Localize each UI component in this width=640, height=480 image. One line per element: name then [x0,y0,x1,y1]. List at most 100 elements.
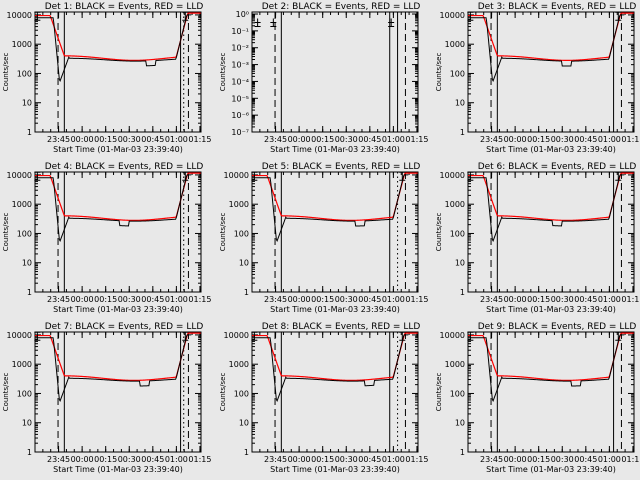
y-tick-label: 1000 [229,200,249,209]
y-tick-label: 1000 [12,200,32,209]
y-tick-label: 10 [239,419,249,428]
y-tick-label: 10 [239,259,249,268]
x-tick-label: 00:30 [551,135,574,144]
y-tick-label: 10⁻² [231,44,249,53]
bracket-glyph [182,11,189,21]
x-tick-label: 00:00 [288,295,311,304]
series-events-black [469,174,625,243]
x-tick-label: 01:15 [188,455,211,464]
chart-title: Det 8: BLACK = Events, RED = LLD [262,322,421,332]
y-axis-label: Counts/sec [219,373,227,412]
x-tick-label: 01:15 [405,135,428,144]
series-lld-red [468,332,634,381]
series-events-black [469,14,625,83]
plot-frame [251,11,419,133]
chart-det-4: Det 4: BLACK = Events, RED = LLD Counts/s… [2,162,211,314]
bracket-glyph [615,331,622,341]
bracket-glyph [615,171,622,181]
y-tick-label: 10⁻⁶ [231,111,249,120]
chart-title: Det 3: BLACK = Events, RED = LLD [478,2,637,12]
x-tick-label: 00:00 [504,295,527,304]
y-tick-label: 100 [450,69,465,78]
series-events-black [36,334,192,403]
x-tick-label: 00:45 [358,135,381,144]
y-tick-label: 1000 [12,360,32,369]
y-tick-label: 1000 [229,360,249,369]
x-axis-label: Start Time (01-Mar-03 23:39:40) [270,145,400,154]
chart-title: Det 1: BLACK = Events, RED = LLD [45,2,204,12]
y-tick-label: 1000 [445,360,465,369]
x-tick-label: 00:30 [335,135,358,144]
x-tick-label: 23:45 [264,295,287,304]
y-tick-label: 1000 [445,200,465,209]
series-lld-red [252,332,418,381]
x-tick-label: 00:00 [71,455,94,464]
y-tick-label: 100 [450,389,465,398]
y-tick-label: 10⁻¹ [231,27,249,36]
series-events-black [36,14,192,83]
x-tick-label: 00:45 [358,455,381,464]
x-tick-label: 01:00 [165,295,188,304]
x-tick-label: 00:00 [504,135,527,144]
bracket-glyph [251,171,258,181]
plot-frame [467,11,635,133]
bracket-glyph [270,18,277,27]
x-tick-label: 01:00 [165,135,188,144]
y-tick-label: 1 [244,288,249,297]
y-tick-label: 1 [27,288,32,297]
x-tick-label: 01:15 [188,135,211,144]
x-tick-label: 00:45 [574,295,597,304]
series-lld-red [252,172,418,221]
y-axis-label: Counts/sec [219,213,227,252]
y-tick-label: 10 [22,259,32,268]
x-tick-label: 23:45 [480,455,503,464]
x-tick-label: 23:45 [47,135,70,144]
y-axis-label: Counts/sec [2,373,10,412]
x-tick-label: 01:00 [598,295,621,304]
y-tick-label: 1 [244,448,249,457]
series-events-black [253,174,409,243]
y-axis-label: Counts/sec [435,53,443,92]
y-tick-label: 100 [234,229,249,238]
bracket-glyph [251,331,258,341]
plot-frame [251,331,419,453]
x-axis-label: Start Time (01-Mar-03 23:39:40) [270,465,400,474]
y-tick-label: 1000 [12,40,32,49]
plot-frame [34,331,202,453]
y-tick-label: 10000 [440,331,465,340]
bracket-glyph [388,18,395,27]
plot-frame [467,331,635,453]
x-tick-label: 00:30 [551,295,574,304]
y-axis-label: Counts/sec [2,53,10,92]
x-axis-label: Start Time (01-Mar-03 23:39:40) [486,145,616,154]
y-tick-label: 1 [460,288,465,297]
bracket-glyph [34,331,41,341]
y-tick-label: 100 [234,389,249,398]
y-tick-label: 10 [455,99,465,108]
x-tick-label: 01:15 [188,295,211,304]
plot-frame [34,171,202,293]
series-lld-red [35,172,201,221]
y-tick-label: 1 [460,128,465,137]
bracket-glyph [34,11,41,21]
x-tick-label: 23:45 [480,135,503,144]
series-events-black [469,334,625,403]
bracket-glyph [182,331,189,341]
y-tick-label: 10⁻⁷ [231,128,249,137]
x-axis-label: Start Time (01-Mar-03 23:39:40) [53,305,183,314]
chart-det-7: Det 7: BLACK = Events, RED = LLD Counts/s… [2,322,211,474]
x-tick-label: 00:15 [311,135,334,144]
x-tick-label: 00:45 [358,295,381,304]
x-tick-label: 00:30 [118,135,141,144]
x-tick-label: 23:45 [480,295,503,304]
x-axis-label: Start Time (01-Mar-03 23:39:40) [53,465,183,474]
x-tick-label: 00:45 [141,135,164,144]
y-tick-label: 10000 [7,11,32,20]
x-tick-label: 00:00 [71,135,94,144]
x-tick-label: 00:15 [94,295,117,304]
x-tick-label: 01:00 [598,135,621,144]
x-tick-label: 00:30 [335,455,358,464]
chart-det-8: Det 8: BLACK = Events, RED = LLD Counts/s… [219,322,428,474]
y-tick-label: 1000 [445,40,465,49]
y-tick-label: 10000 [7,331,32,340]
